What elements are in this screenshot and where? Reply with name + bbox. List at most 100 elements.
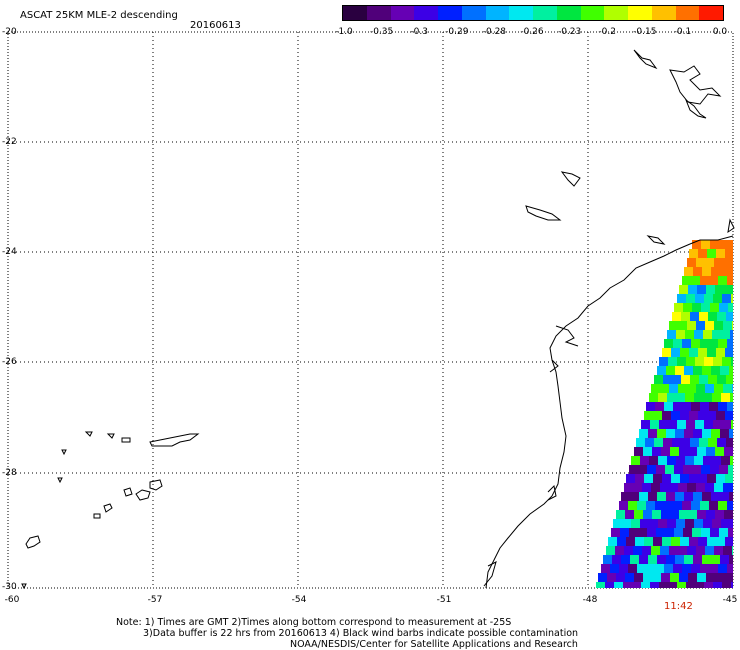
swath-cell [664,339,673,348]
colorbar-tick-label: -1.0 [335,27,353,37]
swath-cell [648,492,657,501]
swath-cell [700,339,709,348]
swath-cell [651,546,660,555]
swath-cell [684,366,693,375]
swath-cell [732,546,733,555]
swath-cell [716,348,725,357]
swath-cell [719,528,728,537]
swath-cell [689,537,698,546]
swath-cell [723,321,732,330]
swath-cell [680,537,689,546]
swath-cell [721,519,730,528]
swath-cell [611,528,620,537]
colorbar-swatch [556,6,581,20]
swath-cell [713,357,722,366]
colorbar-tick-label: -0.2 [598,27,616,37]
swath-cell [617,537,626,546]
swath-cell [671,474,680,483]
y-label-24: -24 [2,247,17,257]
swath-cell [672,312,681,321]
swath-cell [710,465,719,474]
colorbar-swatch [580,6,605,20]
x-label-48: -48 [582,595,598,605]
swath-cell [677,582,686,588]
swath-cell [688,510,697,519]
swath-cell [664,564,673,573]
swath-cell [724,573,733,582]
swath-cell [695,294,704,303]
swath-cell [731,294,733,303]
swath-cell [653,537,662,546]
swath-cell [684,267,693,276]
swath-cell [697,573,706,582]
swath-cell [729,492,733,501]
swath-cell [666,429,675,438]
swath-cell [672,375,681,384]
swath-cell [699,375,708,384]
swath-cell [689,348,698,357]
swath-cell [677,294,686,303]
swath-cell [634,447,643,456]
colorbar-tick-label: 0.0 [712,27,728,37]
swath-cell [681,312,690,321]
swath-cell [706,447,715,456]
swath-cell [703,393,712,402]
swath-cell [613,519,622,528]
swath-cell [637,564,646,573]
colorbar-swatch [414,6,438,20]
swath-cell [673,564,682,573]
swath-cell [643,447,652,456]
swath-cell [732,384,733,393]
swath-cell [633,546,642,555]
swath-cell [694,519,703,528]
swath-cell [658,456,667,465]
swath-cell [714,258,723,267]
swath-cell [691,564,700,573]
swath-cell [653,411,662,420]
y-label-30: -30 [2,582,17,592]
swath-cell [683,528,692,537]
swath-cell [729,429,733,438]
swath-cell [712,330,721,339]
swath-cell [646,564,655,573]
colorbar-tick-label: -0.29 [445,27,469,37]
swath-cell [685,330,694,339]
swath-cell [688,573,697,582]
swath-cell [673,501,682,510]
swath-cell [716,249,725,258]
swath-cell [676,330,685,339]
swath-cell [708,438,717,447]
swath-cell [710,528,719,537]
swath-cell [668,582,677,588]
swath-cell [696,321,705,330]
swath-cell [679,573,688,582]
swath-cell [683,303,692,312]
swath-cell [715,285,724,294]
swath-cell [648,555,657,564]
swath-cell [651,483,660,492]
swath-cell [730,330,733,339]
swath-cell [666,555,675,564]
lon-gridlines [152,32,589,588]
swath-cell [689,411,698,420]
swath-cell [721,393,730,402]
swath-cell [711,492,720,501]
swath-cell [698,474,707,483]
swath-cell [675,492,684,501]
swath-cell [705,321,714,330]
swath-cell [720,555,729,564]
swath-cell [702,267,711,276]
swath-cell [696,258,705,267]
swath-cell [719,303,728,312]
swath-cell [687,258,696,267]
colorbar-tick-label: -0.3 [410,27,428,37]
swath-cell [673,339,682,348]
coastline-detail [483,325,579,587]
swath-cell [702,429,711,438]
swath-cell [639,492,648,501]
swath-cell [622,519,631,528]
swath-cell [725,411,733,420]
swath-cell [723,384,732,393]
swath-cell [641,420,650,429]
swath-cell [673,402,682,411]
